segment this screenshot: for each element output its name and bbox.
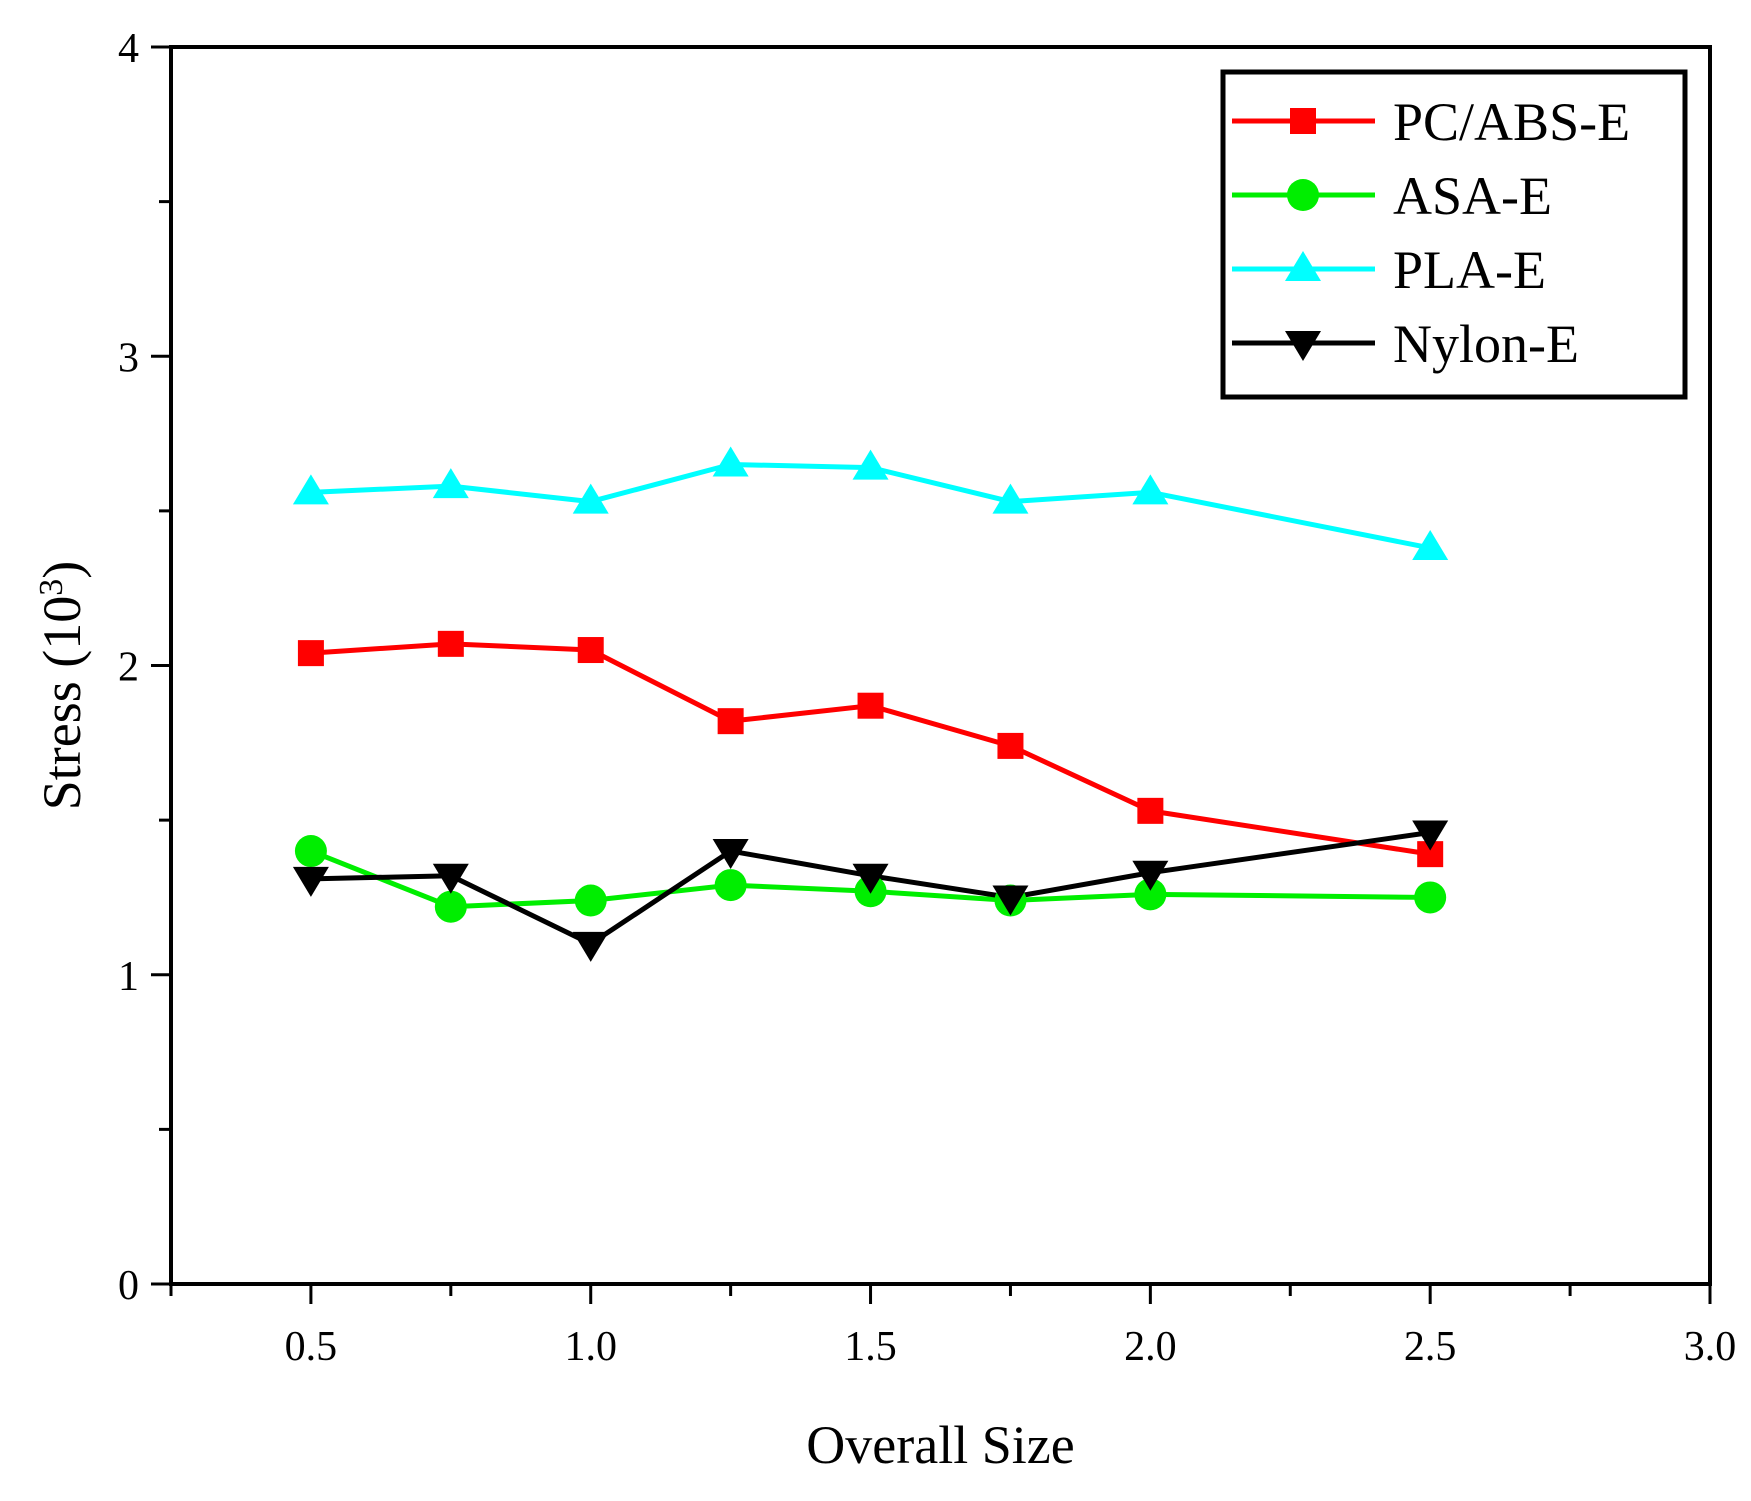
y-axis-title-main: Stress (10 xyxy=(32,596,92,811)
data-point-nylon-e xyxy=(712,839,749,870)
legend-marker-pla-e xyxy=(1285,251,1321,281)
data-point-nylon-e xyxy=(992,885,1029,916)
y-tick-label: 0 xyxy=(118,1263,139,1309)
y-axis-title: Stress (103) xyxy=(32,561,92,810)
legend-label-pc-abs-e: PC/ABS-E xyxy=(1393,92,1630,152)
x-tick-label: 2.5 xyxy=(1404,1324,1457,1370)
data-point-pla-e xyxy=(292,474,329,505)
legend-label-nylon-e: Nylon-E xyxy=(1393,314,1579,374)
data-point-asa-e xyxy=(1414,881,1447,914)
x-tick-label: 2.0 xyxy=(1124,1324,1177,1370)
y-tick-label: 4 xyxy=(118,26,139,72)
plot-frame xyxy=(169,45,1712,1286)
data-point-pc-abs-e xyxy=(857,692,884,719)
data-point-asa-e xyxy=(434,890,467,923)
data-point-asa-e xyxy=(574,884,607,917)
x-tick-label: 1.5 xyxy=(844,1324,897,1370)
x-axis-title: Overall Size xyxy=(806,1415,1074,1475)
data-point-pc-abs-e xyxy=(997,732,1024,759)
x-tick-label: 0.5 xyxy=(285,1324,338,1370)
y-axis-title-superscript: 3 xyxy=(33,579,70,596)
legend-marker-asa-e xyxy=(1287,179,1319,211)
series-markers xyxy=(292,446,1449,962)
data-point-pla-e xyxy=(572,483,609,514)
data-point-pla-e xyxy=(432,468,469,499)
data-point-nylon-e xyxy=(572,931,609,962)
data-point-pla-e xyxy=(1412,529,1449,560)
data-point-pc-abs-e xyxy=(717,708,744,735)
data-point-pc-abs-e xyxy=(1137,797,1164,824)
y-tick-label: 3 xyxy=(118,335,139,381)
x-tick-label: 1.0 xyxy=(564,1324,617,1370)
legend-label-pla-e: PLA-E xyxy=(1393,240,1546,300)
data-point-nylon-e xyxy=(1412,820,1449,851)
data-point-asa-e xyxy=(714,869,747,902)
legend-marker-pc-abs-e xyxy=(1290,108,1316,134)
x-tick-label: 3.0 xyxy=(1684,1324,1737,1370)
data-point-pla-e xyxy=(852,449,889,480)
data-point-asa-e xyxy=(294,835,327,868)
legend: PC/ABS-E ASA-E PLA-E Nylon-E xyxy=(1220,69,1688,400)
data-point-pc-abs-e xyxy=(437,630,464,657)
legend-marker-nylon-e xyxy=(1285,331,1321,361)
series-lines xyxy=(309,461,1431,947)
data-point-pla-e xyxy=(1132,474,1169,505)
data-point-pla-e xyxy=(712,446,749,477)
data-point-nylon-e xyxy=(292,866,329,897)
data-point-pc-abs-e xyxy=(577,637,604,664)
y-tick-label: 2 xyxy=(118,645,139,691)
y-tick-label: 1 xyxy=(118,954,139,1000)
data-point-nylon-e xyxy=(1132,860,1169,891)
data-point-nylon-e xyxy=(432,863,469,894)
tick-labels: 0.5 1.0 1.5 2.0 2.5 3.0 0 1 2 3 4 xyxy=(118,26,1736,1370)
data-point-asa-e xyxy=(1134,878,1167,911)
data-point-nylon-e xyxy=(852,863,889,894)
data-point-pc-abs-e xyxy=(297,640,324,667)
data-point-pla-e xyxy=(992,483,1029,514)
series-line-nylon-e xyxy=(310,830,1431,947)
legend-label-asa-e: ASA-E xyxy=(1393,166,1552,226)
series-line-pla-e xyxy=(310,461,1431,551)
series-line-pc-abs-e xyxy=(310,641,1431,857)
series-line-asa-e xyxy=(309,848,1431,910)
y-axis-title-suffix: ) xyxy=(32,561,92,579)
